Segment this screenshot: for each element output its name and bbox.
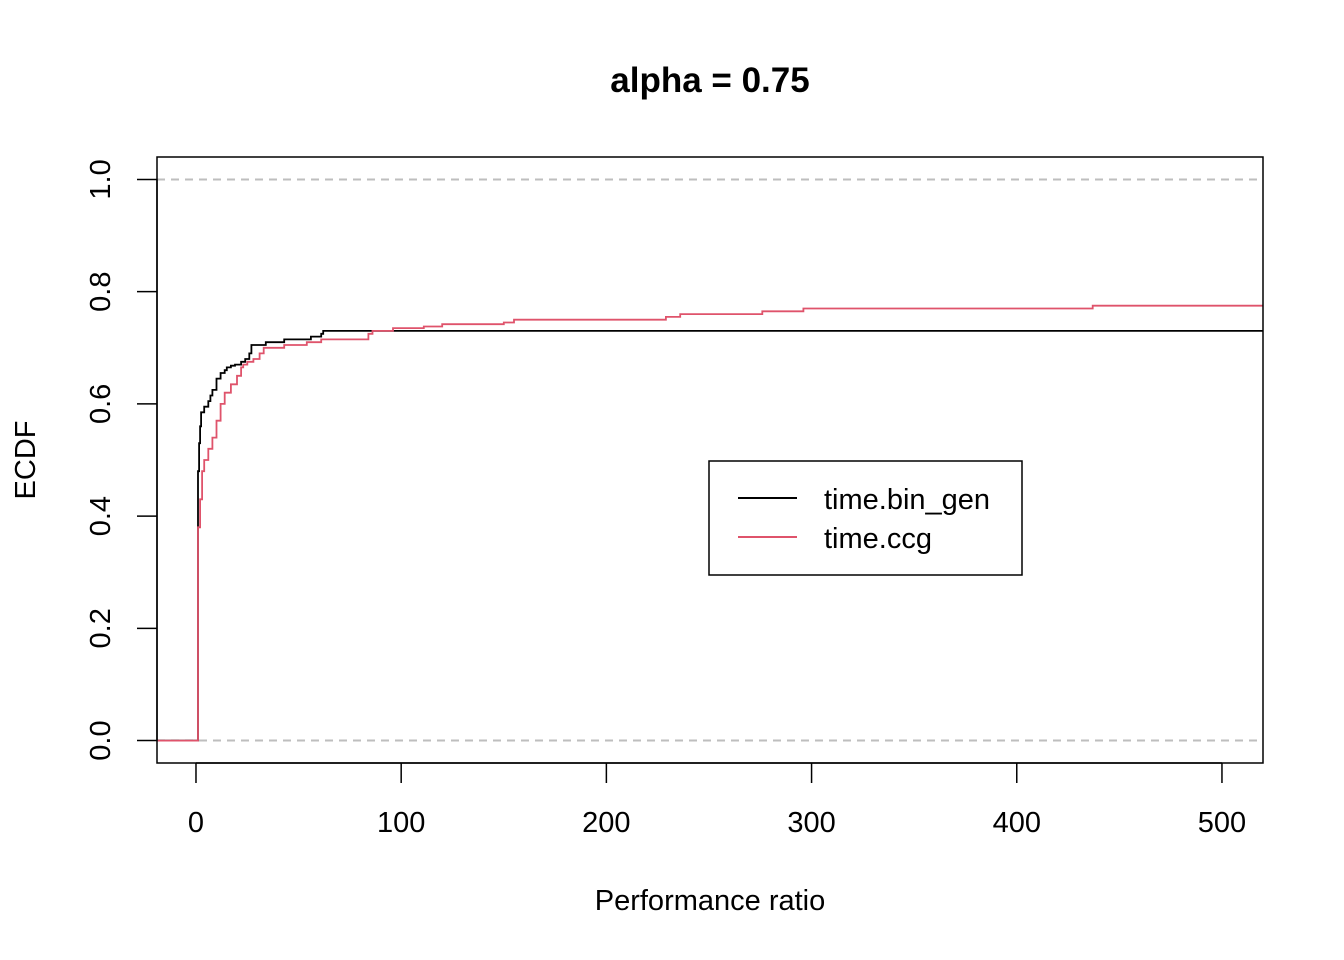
y-axis: 0.0 0.2 0.4 0.6 0.8 1.0: [85, 159, 158, 761]
series-layer: [157, 304, 1263, 742]
x-axis-label: Performance ratio: [595, 885, 826, 917]
y-tick-label: 0.6: [85, 384, 117, 424]
legend: time.bin_gen time.ccg: [708, 460, 1023, 576]
x-tick-label: 500: [1198, 807, 1246, 839]
x-tick-label: 200: [582, 807, 630, 839]
y-tick-label: 0.8: [85, 272, 117, 312]
y-tick-label: 0.2: [85, 608, 117, 648]
x-tick-label: 400: [993, 807, 1041, 839]
legend-box: [708, 460, 1023, 576]
y-tick-label: 1.0: [85, 159, 117, 199]
x-tick-label: 100: [377, 807, 425, 839]
chart-title: alpha = 0.75: [610, 61, 809, 100]
y-tick-label: 0.4: [85, 496, 117, 536]
plot-frame: [156, 156, 1264, 764]
legend-label-bin-gen: time.bin_gen: [824, 484, 990, 516]
x-tick-label: 0: [188, 807, 204, 839]
legend-label-ccg: time.ccg: [824, 523, 932, 555]
y-axis-label: ECDF: [10, 421, 42, 500]
series-line-time-ccg: [157, 304, 1263, 742]
x-axis: 0 100 200 300 400 500: [188, 762, 1246, 839]
series-line-time-bin-gen: [157, 330, 1263, 742]
x-tick-label: 300: [787, 807, 835, 839]
y-tick-label: 0.0: [85, 720, 117, 760]
reference-lines: [157, 178, 1263, 742]
